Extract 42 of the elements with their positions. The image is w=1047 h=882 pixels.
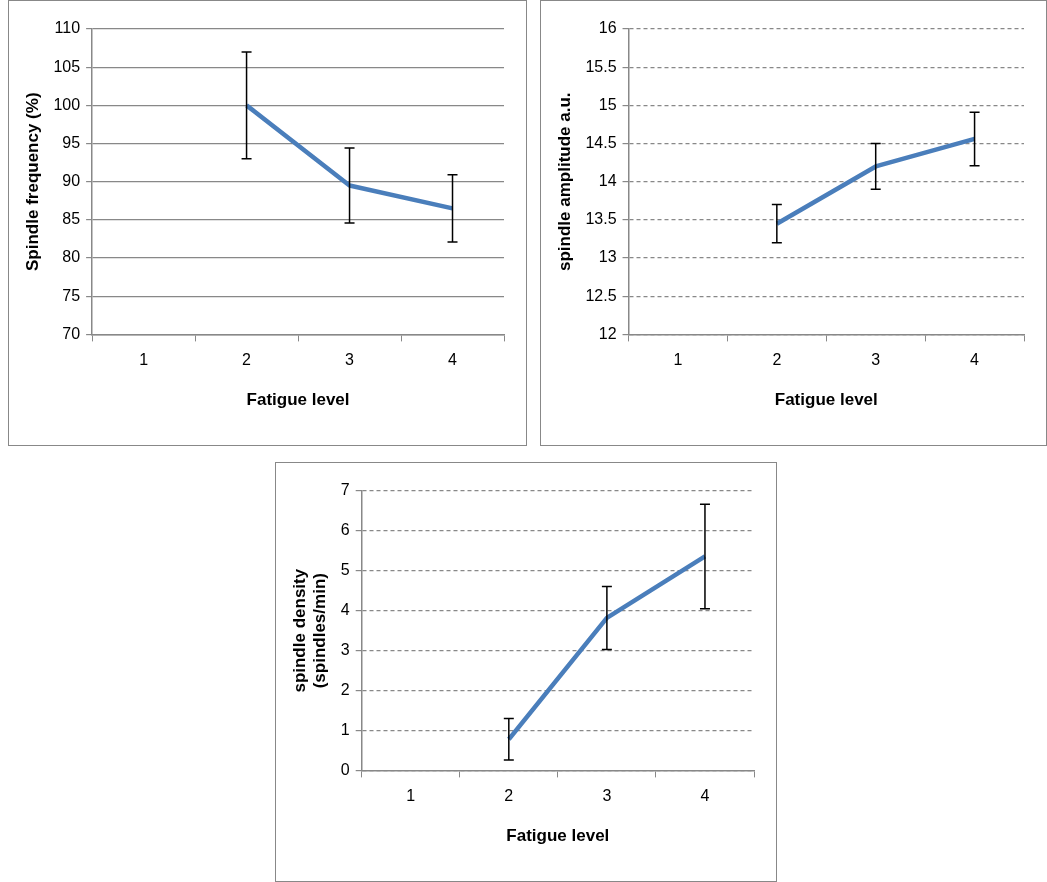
- y-tick-label: 5: [340, 561, 350, 579]
- y-tick-label: 14.5: [585, 133, 617, 151]
- y-tick-label: 15: [598, 95, 617, 113]
- y-tick-label: 12.5: [585, 286, 617, 304]
- y-tick-label: 110: [54, 19, 81, 37]
- x-tick-label: 4: [970, 351, 980, 369]
- y-tick-label: 80: [62, 248, 81, 266]
- y-tick-label: 13.5: [585, 210, 617, 228]
- y-tick-label: 16: [598, 19, 617, 37]
- y-tick-label: 13: [598, 248, 617, 266]
- x-tick-label: 2: [242, 351, 252, 369]
- x-tick-label: 1: [139, 351, 149, 369]
- y-tick-label: 15.5: [585, 57, 617, 75]
- y-tick-label: 0: [340, 760, 350, 778]
- y-tick-label: 100: [53, 95, 81, 113]
- y-tick-label: 7: [340, 481, 350, 499]
- x-tick-label: 4: [448, 351, 458, 369]
- y-tick-label: 6: [340, 521, 350, 539]
- x-axis-title: Fatigue level: [774, 390, 878, 410]
- y-tick-label: 85: [62, 210, 81, 228]
- x-tick-label: 3: [871, 351, 881, 369]
- y-tick-label: 2: [340, 680, 350, 698]
- x-tick-label: 4: [700, 787, 710, 805]
- y-tick-label: 90: [62, 172, 81, 190]
- y-tick-label: 14: [598, 172, 617, 190]
- x-axis-title: Fatigue level: [246, 390, 350, 410]
- x-tick-label: 1: [406, 787, 416, 805]
- y-tick-label: 4: [340, 601, 350, 619]
- y-tick-label: 95: [62, 133, 81, 151]
- x-tick-label: 2: [504, 787, 514, 805]
- x-tick-label: 1: [673, 351, 683, 369]
- x-tick-label: 2: [772, 351, 782, 369]
- y-tick-label: 105: [53, 57, 81, 75]
- y-tick-label: 3: [340, 641, 350, 659]
- y-tick-label: 75: [62, 286, 81, 304]
- y-tick-label: 70: [62, 324, 81, 342]
- y-axis-title: spindle amplitude a.u.: [554, 92, 574, 271]
- y-tick-label: 1: [340, 720, 350, 738]
- y-axis-title: spindle density (spindles/min): [289, 568, 330, 693]
- x-axis-title: Fatigue level: [506, 826, 610, 846]
- y-tick-label: 12: [598, 324, 617, 342]
- y-axis-title: Spindle frequency (%): [22, 92, 42, 271]
